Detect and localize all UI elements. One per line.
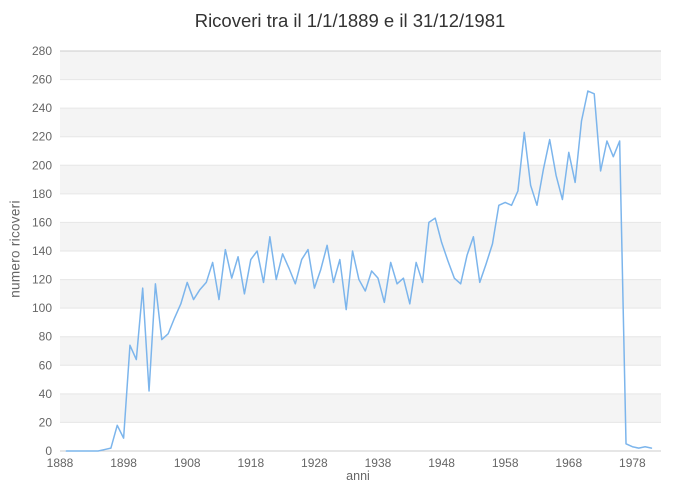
svg-text:1978: 1978 — [619, 456, 646, 470]
svg-text:1948: 1948 — [428, 456, 455, 470]
svg-text:180: 180 — [32, 187, 52, 201]
svg-text:260: 260 — [32, 73, 52, 87]
svg-text:140: 140 — [32, 244, 52, 258]
svg-text:1918: 1918 — [237, 456, 264, 470]
svg-text:220: 220 — [32, 130, 52, 144]
svg-text:100: 100 — [32, 301, 52, 315]
svg-text:20: 20 — [39, 415, 53, 429]
svg-text:1938: 1938 — [365, 456, 392, 470]
svg-text:60: 60 — [39, 358, 53, 372]
svg-text:1968: 1968 — [555, 456, 582, 470]
svg-text:1928: 1928 — [301, 456, 328, 470]
svg-text:1888: 1888 — [47, 456, 74, 470]
svg-text:1958: 1958 — [492, 456, 519, 470]
svg-text:40: 40 — [39, 387, 53, 401]
svg-text:80: 80 — [39, 330, 53, 344]
svg-text:120: 120 — [32, 273, 52, 287]
svg-text:280: 280 — [32, 44, 52, 58]
svg-text:1908: 1908 — [174, 456, 201, 470]
svg-text:240: 240 — [32, 101, 52, 115]
svg-text:200: 200 — [32, 158, 52, 172]
svg-text:160: 160 — [32, 215, 52, 229]
svg-text:1898: 1898 — [110, 456, 137, 470]
